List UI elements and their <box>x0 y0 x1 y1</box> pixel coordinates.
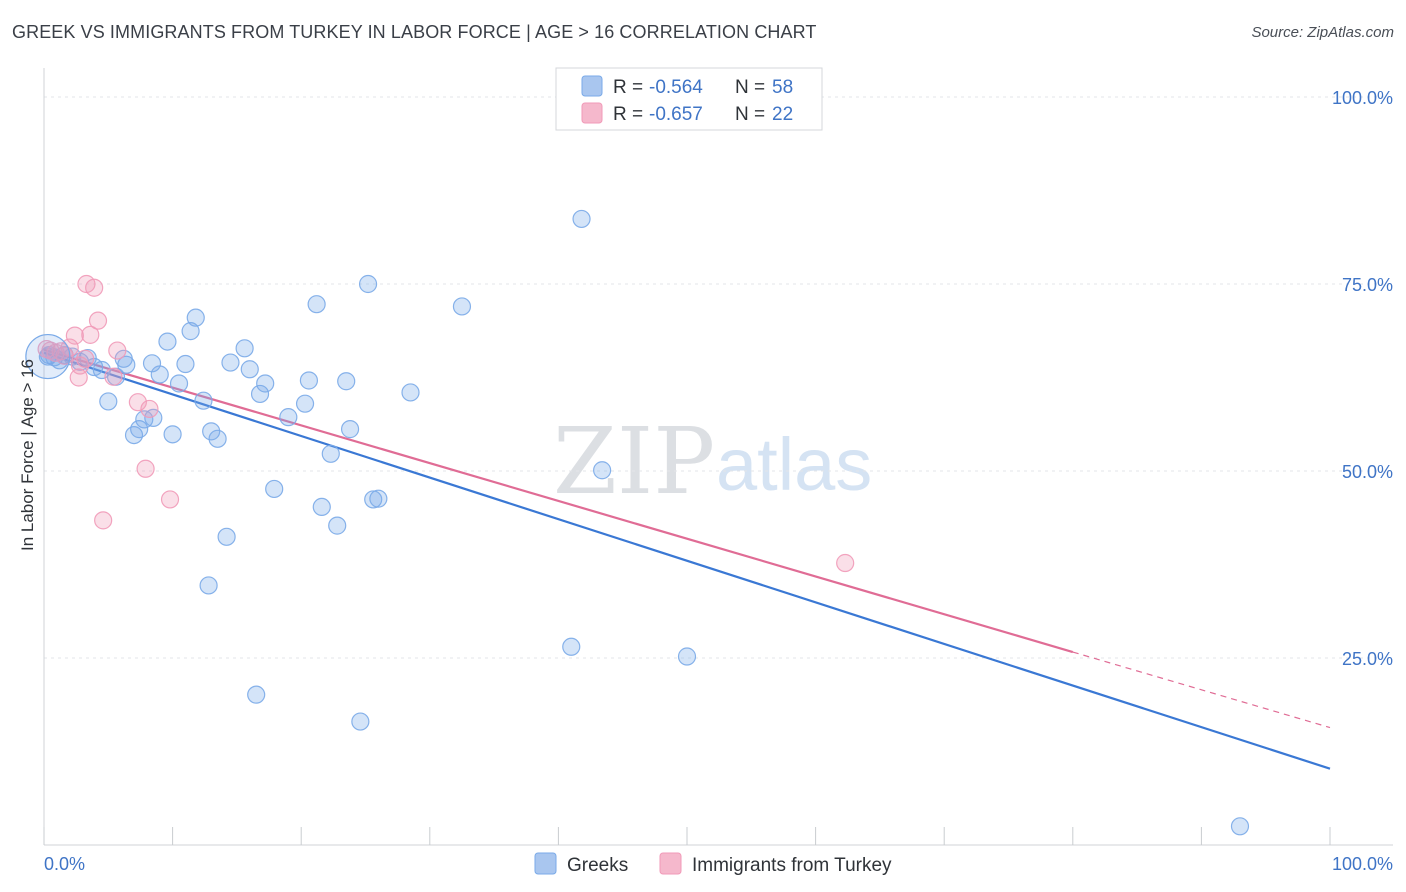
greeks-point <box>307 295 326 314</box>
greeks-point <box>135 410 154 429</box>
x-tick-label-min: 0.0% <box>44 854 85 874</box>
legend-swatch-greeks <box>581 75 603 97</box>
turkey-point <box>836 553 855 573</box>
data-points <box>25 209 1250 836</box>
greeks-point <box>202 422 221 441</box>
turkey-trend-line <box>43 348 1074 654</box>
legend-n-label-turkey: N = <box>735 104 765 125</box>
greeks-point <box>452 297 472 316</box>
greeks-point <box>99 392 118 411</box>
y-tick-label: 100.0% <box>1332 88 1393 108</box>
greeks-point <box>150 365 169 384</box>
bottom-legend-label-greeks: Greeks <box>567 855 628 876</box>
legend-r-label-greeks: R = <box>613 77 643 98</box>
trend-lines <box>43 348 1331 770</box>
watermark-zip: ZIP <box>553 408 715 515</box>
greeks-point <box>117 355 136 374</box>
greeks-point <box>186 308 205 327</box>
greeks-point <box>256 374 275 393</box>
legend-r-value-turkey: -0.657 <box>649 104 703 125</box>
greeks-point <box>235 339 254 358</box>
axes <box>43 68 1393 846</box>
greeks-point <box>250 384 270 404</box>
legend-swatch-turkey <box>581 102 603 124</box>
greeks-point <box>593 461 612 480</box>
legend-n-value-greeks: 58 <box>772 77 793 98</box>
greeks-point <box>295 394 315 413</box>
greeks-point <box>299 371 319 390</box>
greeks-point <box>163 425 182 444</box>
turkey-point <box>85 278 104 297</box>
greeks-point <box>169 374 189 393</box>
greeks-point <box>217 527 236 546</box>
greeks-point <box>194 391 213 410</box>
greeks-point <box>221 353 240 372</box>
turkey-point <box>81 325 100 344</box>
greeks-trend-line <box>43 351 1331 770</box>
turkey-point <box>140 399 159 419</box>
greeks-point <box>240 360 259 379</box>
greeks-point <box>562 637 581 656</box>
greeks-point <box>247 685 266 704</box>
greeks-point <box>158 332 177 351</box>
greeks-point <box>401 383 420 402</box>
series-legend: Greeks Immigrants from Turkey <box>534 852 892 876</box>
greeks-point <box>337 372 356 391</box>
legend-n-label-greeks: N = <box>735 77 765 98</box>
greeks-point <box>199 576 218 595</box>
greeks-cluster-point <box>25 333 71 380</box>
turkey-point <box>128 393 147 412</box>
greeks-point <box>321 444 340 463</box>
greeks-point <box>1230 817 1250 836</box>
bottom-legend-swatch-turkey <box>659 852 682 875</box>
greeks-point <box>572 209 591 229</box>
turkey-point <box>65 326 84 345</box>
bottom-legend-label-turkey: Immigrants from Turkey <box>692 855 892 876</box>
legend-r-value-greeks: -0.564 <box>649 77 703 98</box>
legend-n-value-turkey: 22 <box>772 104 793 125</box>
y-tick-label: 75.0% <box>1342 275 1393 295</box>
greeks-point <box>340 420 360 439</box>
turkey-point <box>136 459 155 478</box>
greeks-point <box>208 429 227 448</box>
watermark-atlas: atlas <box>716 423 872 506</box>
greeks-point <box>369 489 388 508</box>
chart-title: GREEK VS IMMIGRANTS FROM TURKEY IN LABOR… <box>12 22 817 42</box>
y-tick-label: 25.0% <box>1342 649 1393 669</box>
greeks-point <box>144 408 163 427</box>
greeks-point <box>312 497 331 517</box>
greeks-point <box>176 354 195 374</box>
y-tick-label: 50.0% <box>1342 462 1393 482</box>
turkey-point <box>94 511 113 530</box>
greeks-point <box>279 408 298 427</box>
greeks-point <box>351 712 370 731</box>
x-tick-label-max: 100.0% <box>1332 854 1393 874</box>
turkey-point <box>69 368 88 387</box>
turkey-point <box>88 311 108 330</box>
greeks-point <box>677 647 697 666</box>
greeks-point <box>265 479 284 499</box>
turkey-trend-extension <box>1072 651 1331 729</box>
greeks-point <box>364 490 383 509</box>
greeks-point <box>358 274 378 294</box>
greeks-point <box>130 420 149 439</box>
greeks-point <box>181 322 200 341</box>
bottom-legend-swatch-greeks <box>534 852 557 875</box>
turkey-point <box>160 490 180 509</box>
correlation-legend: R = -0.564 N = 58 R = -0.657 N = 22 <box>555 67 823 131</box>
greeks-point <box>124 425 144 445</box>
turkey-point <box>108 341 127 360</box>
legend-r-label-turkey: R = <box>613 104 643 125</box>
greeks-point <box>328 516 347 535</box>
source-credit: Source: ZipAtlas.com <box>1251 24 1394 41</box>
turkey-point <box>104 367 123 386</box>
y-axis-title: In Labor Force | Age > 16 <box>18 359 37 551</box>
turkey-point <box>76 349 95 368</box>
y-tick-labels: 25.0% 50.0% 75.0% 100.0% <box>1332 88 1393 669</box>
